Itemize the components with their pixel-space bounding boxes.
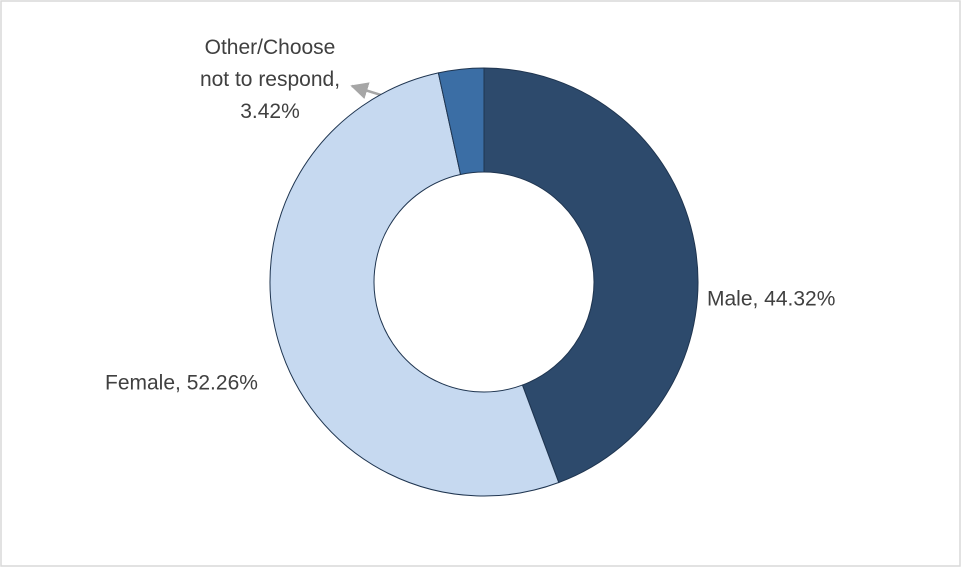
data-label-line: not to respond, [200, 68, 340, 91]
donut-slice [269, 72, 560, 497]
data-label-line: 3.42% [240, 100, 300, 123]
data-label: Female, 52.26% [105, 372, 258, 395]
donut-slice [483, 67, 699, 484]
data-label: Other/Choose not to respond, 3.42% [200, 36, 340, 123]
donut-slice [437, 67, 485, 176]
data-label-line: Other/Choose [205, 36, 336, 59]
data-label: Male, 44.32% [707, 288, 835, 311]
